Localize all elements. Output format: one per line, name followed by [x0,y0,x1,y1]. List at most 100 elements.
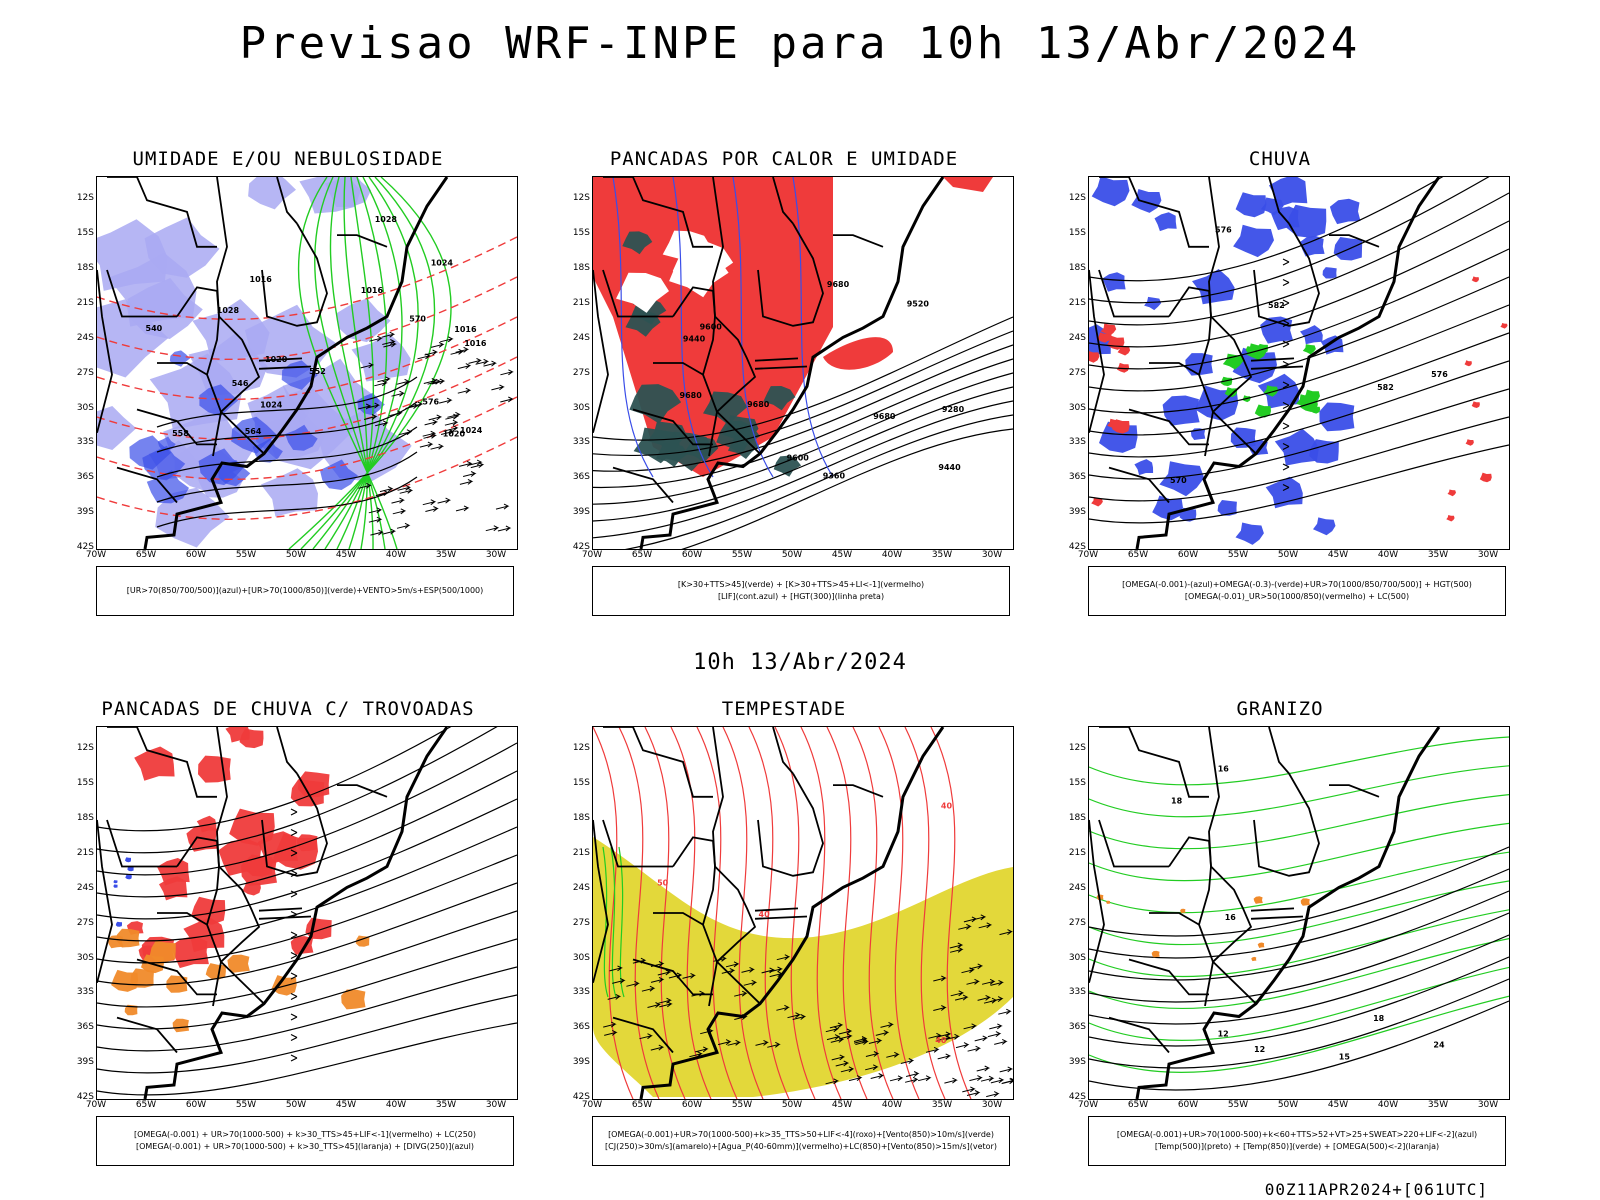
wind-vector [450,348,465,355]
shaded-area [1257,373,1300,409]
wind-vector [983,997,998,1004]
contour-line [618,727,660,1099]
latitude-label: 24S [572,882,590,893]
latitude-label: 33S [76,987,94,998]
streamline [97,727,498,854]
latitude-label: 21S [76,847,94,858]
wind-vector [868,1038,883,1044]
border-line [632,408,713,446]
wind-vector [787,1012,801,1019]
border-line [1268,177,1290,225]
arrowhead [290,951,298,960]
wind-vectors [933,914,1013,1015]
arrowhead [1282,483,1290,492]
coastline-borders [593,177,945,549]
arrowhead [290,828,298,837]
border-line [612,466,674,504]
shaded-area [1192,269,1235,305]
contour-line [312,177,419,549]
contour-label: 570 [409,314,426,323]
longitude-label: 40W [385,550,407,560]
wind-vector [440,336,454,343]
panel-title: GRANIZO [1236,698,1324,720]
instability-area [823,337,893,370]
wind-vector [962,1086,976,1093]
run-time-footer: 00Z11APR2024+[061UTC] [1264,1180,1488,1199]
panel-title: TEMPESTADE [721,698,847,720]
shaded-area [1260,316,1294,344]
contour-line [800,727,842,1099]
contour-line [1089,995,1509,1073]
shaded-area [125,857,131,863]
wind-vector [981,978,996,985]
latitude-label: 27S [572,917,590,928]
longitude-label: 70W [85,1100,107,1110]
wind-vector [994,1038,1008,1045]
wind-vectors [357,331,514,536]
contour-label: 576 [1431,370,1448,379]
longitude-label: 60W [1177,550,1199,560]
latitude-label: 30S [1068,402,1086,413]
legend-box: [OMEGA(-0.001)+UR>70(1000-500)+k<60+TTS>… [1088,1116,1506,1166]
latitude-label: 42S [1068,542,1086,552]
border-line [116,466,178,504]
border-line [602,269,673,318]
border-line [176,836,222,1007]
latitude-label: 33S [572,437,590,448]
contour-label: 9440 [938,463,961,472]
contour-line [670,727,712,1099]
latitude-label: 24S [572,332,590,343]
border-line [1089,269,1105,434]
contour-label: 12 [1218,1030,1229,1039]
longitude-label: 30W [485,550,507,560]
streamline [1089,192,1509,326]
coastline-borders [97,177,449,549]
wind-vector [639,1033,653,1040]
contour-label: 582 [1268,301,1285,310]
contour-line [1089,765,1509,818]
wind-vector [966,1090,981,1096]
border-line [653,912,704,926]
wind-vector [397,484,412,491]
wind-vector [475,358,490,365]
shaded-area [1235,192,1267,218]
panel-pancadas-calor: PANCADAS POR CALOR E UMIDADE 12S 15S 18S 21… [554,148,1014,618]
latitude-label: 33S [76,437,94,448]
longitude-label: 55W [1227,1100,1249,1110]
longitude-label: 45W [335,550,357,560]
latitude-label: 18S [76,263,94,273]
wind-vector [986,1091,1000,1098]
wind-vector [963,1023,978,1030]
latitude-label: 21S [1068,297,1086,308]
coastline-borders [97,727,449,1099]
border-line [116,1016,178,1054]
shaded-area [336,298,391,343]
longitude-label: 45W [1327,550,1349,560]
shaded-area [1224,387,1238,398]
contour-line [610,846,617,998]
border-line [1250,907,1295,912]
contour-line [156,401,418,453]
coastline-borders [1089,177,1441,549]
wind-vector [457,387,472,394]
shaded-area [727,435,760,459]
wind-vector [374,420,389,427]
wind-vector [776,1004,790,1011]
shaded-area [115,921,122,927]
rain-area [1446,276,1508,522]
streamline [97,770,517,898]
wind-vector [368,516,383,523]
latitude-axis: 12S 15S 18S 21S 24S 27S 30S 33S 36S 39S 42S [1050,176,1086,552]
border-line [772,727,794,775]
panel-granizo: GRANIZO 12S 15S 18S 21S 24S 27S 30S 33S 36S 39S 42… [1050,698,1510,1168]
arrowhead [1282,422,1290,430]
border-line [258,907,303,912]
contour-label: 16 [1218,764,1230,773]
wind-vector [366,402,381,409]
wind-vector [830,1036,845,1043]
shaded-area [1500,323,1508,329]
map-svg: 40 50 40 40 [593,727,1013,1099]
contour-line [343,177,369,549]
shaded-area [763,386,796,411]
wind-vector [609,965,623,972]
